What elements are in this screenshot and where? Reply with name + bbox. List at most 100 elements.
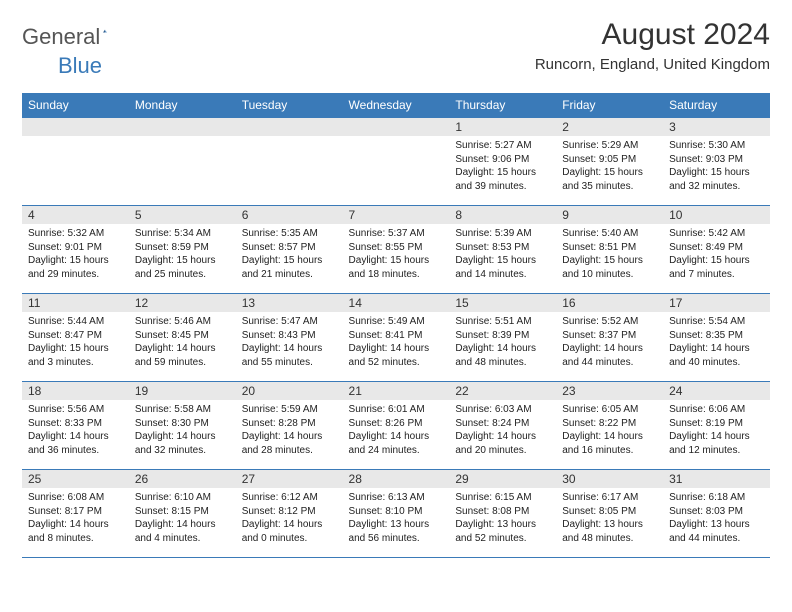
calendar-cell: 10Sunrise: 5:42 AMSunset: 8:49 PMDayligh… (663, 206, 770, 294)
day-info: Sunrise: 5:58 AMSunset: 8:30 PMDaylight:… (129, 400, 236, 459)
day-number: 1 (449, 118, 556, 136)
daylight-line-1: Daylight: 14 hours (562, 342, 657, 356)
daylight-line-1: Daylight: 15 hours (28, 342, 123, 356)
sunset-line: Sunset: 9:05 PM (562, 153, 657, 167)
daylight-line-2: and 44 minutes. (669, 532, 764, 546)
sunrise-line: Sunrise: 6:13 AM (349, 491, 444, 505)
daylight-line-1: Daylight: 15 hours (562, 166, 657, 180)
daylight-line-2: and 7 minutes. (669, 268, 764, 282)
sunrise-line: Sunrise: 5:44 AM (28, 315, 123, 329)
daylight-line-2: and 8 minutes. (28, 532, 123, 546)
daylight-line-2: and 20 minutes. (455, 444, 550, 458)
sunset-line: Sunset: 8:22 PM (562, 417, 657, 431)
sunrise-line: Sunrise: 6:15 AM (455, 491, 550, 505)
sunrise-line: Sunrise: 5:56 AM (28, 403, 123, 417)
calendar-cell: 22Sunrise: 6:03 AMSunset: 8:24 PMDayligh… (449, 382, 556, 470)
daylight-line-1: Daylight: 13 hours (455, 518, 550, 532)
day-number: 7 (343, 206, 450, 224)
day-number: 26 (129, 470, 236, 488)
daylight-line-1: Daylight: 13 hours (669, 518, 764, 532)
sunset-line: Sunset: 8:17 PM (28, 505, 123, 519)
sunrise-line: Sunrise: 5:52 AM (562, 315, 657, 329)
calendar-week: 1Sunrise: 5:27 AMSunset: 9:06 PMDaylight… (22, 118, 770, 206)
day-number-empty (236, 118, 343, 136)
daylight-line-1: Daylight: 15 hours (242, 254, 337, 268)
sunrise-line: Sunrise: 5:46 AM (135, 315, 230, 329)
logo-text-general: General (22, 24, 100, 50)
day-info: Sunrise: 6:15 AMSunset: 8:08 PMDaylight:… (449, 488, 556, 547)
calendar-cell: 23 Sunrise: 6:05 AMSunset: 8:22 PMDayligh… (556, 382, 663, 470)
sunset-line: Sunset: 8:10 PM (349, 505, 444, 519)
daylight-line-1: Daylight: 14 hours (349, 430, 444, 444)
sunset-line: Sunset: 9:01 PM (28, 241, 123, 255)
calendar-cell: 6Sunrise: 5:35 AMSunset: 8:57 PMDaylight… (236, 206, 343, 294)
calendar-week: 4Sunrise: 5:32 AMSunset: 9:01 PMDaylight… (22, 206, 770, 294)
day-info: Sunrise: 6:17 AMSunset: 8:05 PMDaylight:… (556, 488, 663, 547)
logo-text-blue: Blue (58, 53, 102, 78)
day-number: 14 (343, 294, 450, 312)
daylight-line-1: Daylight: 15 hours (135, 254, 230, 268)
sunset-line: Sunset: 8:05 PM (562, 505, 657, 519)
daylight-line-2: and 36 minutes. (28, 444, 123, 458)
sunset-line: Sunset: 8:53 PM (455, 241, 550, 255)
day-info: Sunrise: 5:30 AMSunset: 9:03 PMDaylight:… (663, 136, 770, 195)
day-number-empty (129, 118, 236, 136)
day-number: 5 (129, 206, 236, 224)
logo: General (22, 18, 127, 50)
day-number: 19 (129, 382, 236, 400)
calendar-cell: 18Sunrise: 5:56 AMSunset: 8:33 PMDayligh… (22, 382, 129, 470)
daylight-line-2: and 32 minutes. (135, 444, 230, 458)
sunrise-line: Sunrise: 5:49 AM (349, 315, 444, 329)
calendar-cell: 2Sunrise: 5:29 AMSunset: 9:05 PMDaylight… (556, 118, 663, 206)
day-number: 8 (449, 206, 556, 224)
weekday-header: Wednesday (343, 93, 450, 118)
sunset-line: Sunset: 8:43 PM (242, 329, 337, 343)
title-block: August 2024 Runcorn, England, United Kin… (535, 18, 770, 73)
daylight-line-1: Daylight: 14 hours (242, 518, 337, 532)
day-info: Sunrise: 6:01 AMSunset: 8:26 PMDaylight:… (343, 400, 450, 459)
daylight-line-2: and 3 minutes. (28, 356, 123, 370)
sunrise-line: Sunrise: 6:12 AM (242, 491, 337, 505)
sunrise-line: Sunrise: 6:05 AM (562, 403, 657, 417)
day-number: 13 (236, 294, 343, 312)
sunrise-line: Sunrise: 5:51 AM (455, 315, 550, 329)
daylight-line-1: Daylight: 14 hours (562, 430, 657, 444)
daylight-line-1: Daylight: 15 hours (455, 166, 550, 180)
daylight-line-2: and 4 minutes. (135, 532, 230, 546)
sunrise-line: Sunrise: 6:18 AM (669, 491, 764, 505)
sunrise-line: Sunrise: 5:54 AM (669, 315, 764, 329)
weekday-header: Friday (556, 93, 663, 118)
daylight-line-1: Daylight: 14 hours (349, 342, 444, 356)
calendar-cell (129, 118, 236, 206)
day-number: 2 (556, 118, 663, 136)
sunrise-line: Sunrise: 5:32 AM (28, 227, 123, 241)
daylight-line-2: and 29 minutes. (28, 268, 123, 282)
daylight-line-2: and 32 minutes. (669, 180, 764, 194)
calendar-cell: 19Sunrise: 5:58 AMSunset: 8:30 PMDayligh… (129, 382, 236, 470)
calendar-cell: 21Sunrise: 6:01 AMSunset: 8:26 PMDayligh… (343, 382, 450, 470)
daylight-line-2: and 39 minutes. (455, 180, 550, 194)
calendar-cell: 13Sunrise: 5:47 AMSunset: 8:43 PMDayligh… (236, 294, 343, 382)
sunset-line: Sunset: 8:47 PM (28, 329, 123, 343)
day-number: 23 (556, 382, 663, 400)
daylight-line-2: and 14 minutes. (455, 268, 550, 282)
calendar-cell: 29Sunrise: 6:15 AMSunset: 8:08 PMDayligh… (449, 470, 556, 558)
daylight-line-1: Daylight: 15 hours (349, 254, 444, 268)
day-number: 28 (343, 470, 450, 488)
day-number: 17 (663, 294, 770, 312)
day-info: Sunrise: 5:56 AMSunset: 8:33 PMDaylight:… (22, 400, 129, 459)
daylight-line-2: and 48 minutes. (455, 356, 550, 370)
sunrise-line: Sunrise: 6:03 AM (455, 403, 550, 417)
daylight-line-2: and 24 minutes. (349, 444, 444, 458)
day-info: Sunrise: 6:06 AMSunset: 8:19 PMDaylight:… (663, 400, 770, 459)
sunset-line: Sunset: 8:03 PM (669, 505, 764, 519)
day-number: 10 (663, 206, 770, 224)
daylight-line-2: and 28 minutes. (242, 444, 337, 458)
calendar-cell: 9Sunrise: 5:40 AMSunset: 8:51 PMDaylight… (556, 206, 663, 294)
daylight-line-1: Daylight: 13 hours (349, 518, 444, 532)
sunset-line: Sunset: 9:06 PM (455, 153, 550, 167)
day-number: 16 (556, 294, 663, 312)
month-title: August 2024 (535, 18, 770, 52)
weekday-header: Sunday (22, 93, 129, 118)
sunset-line: Sunset: 8:30 PM (135, 417, 230, 431)
